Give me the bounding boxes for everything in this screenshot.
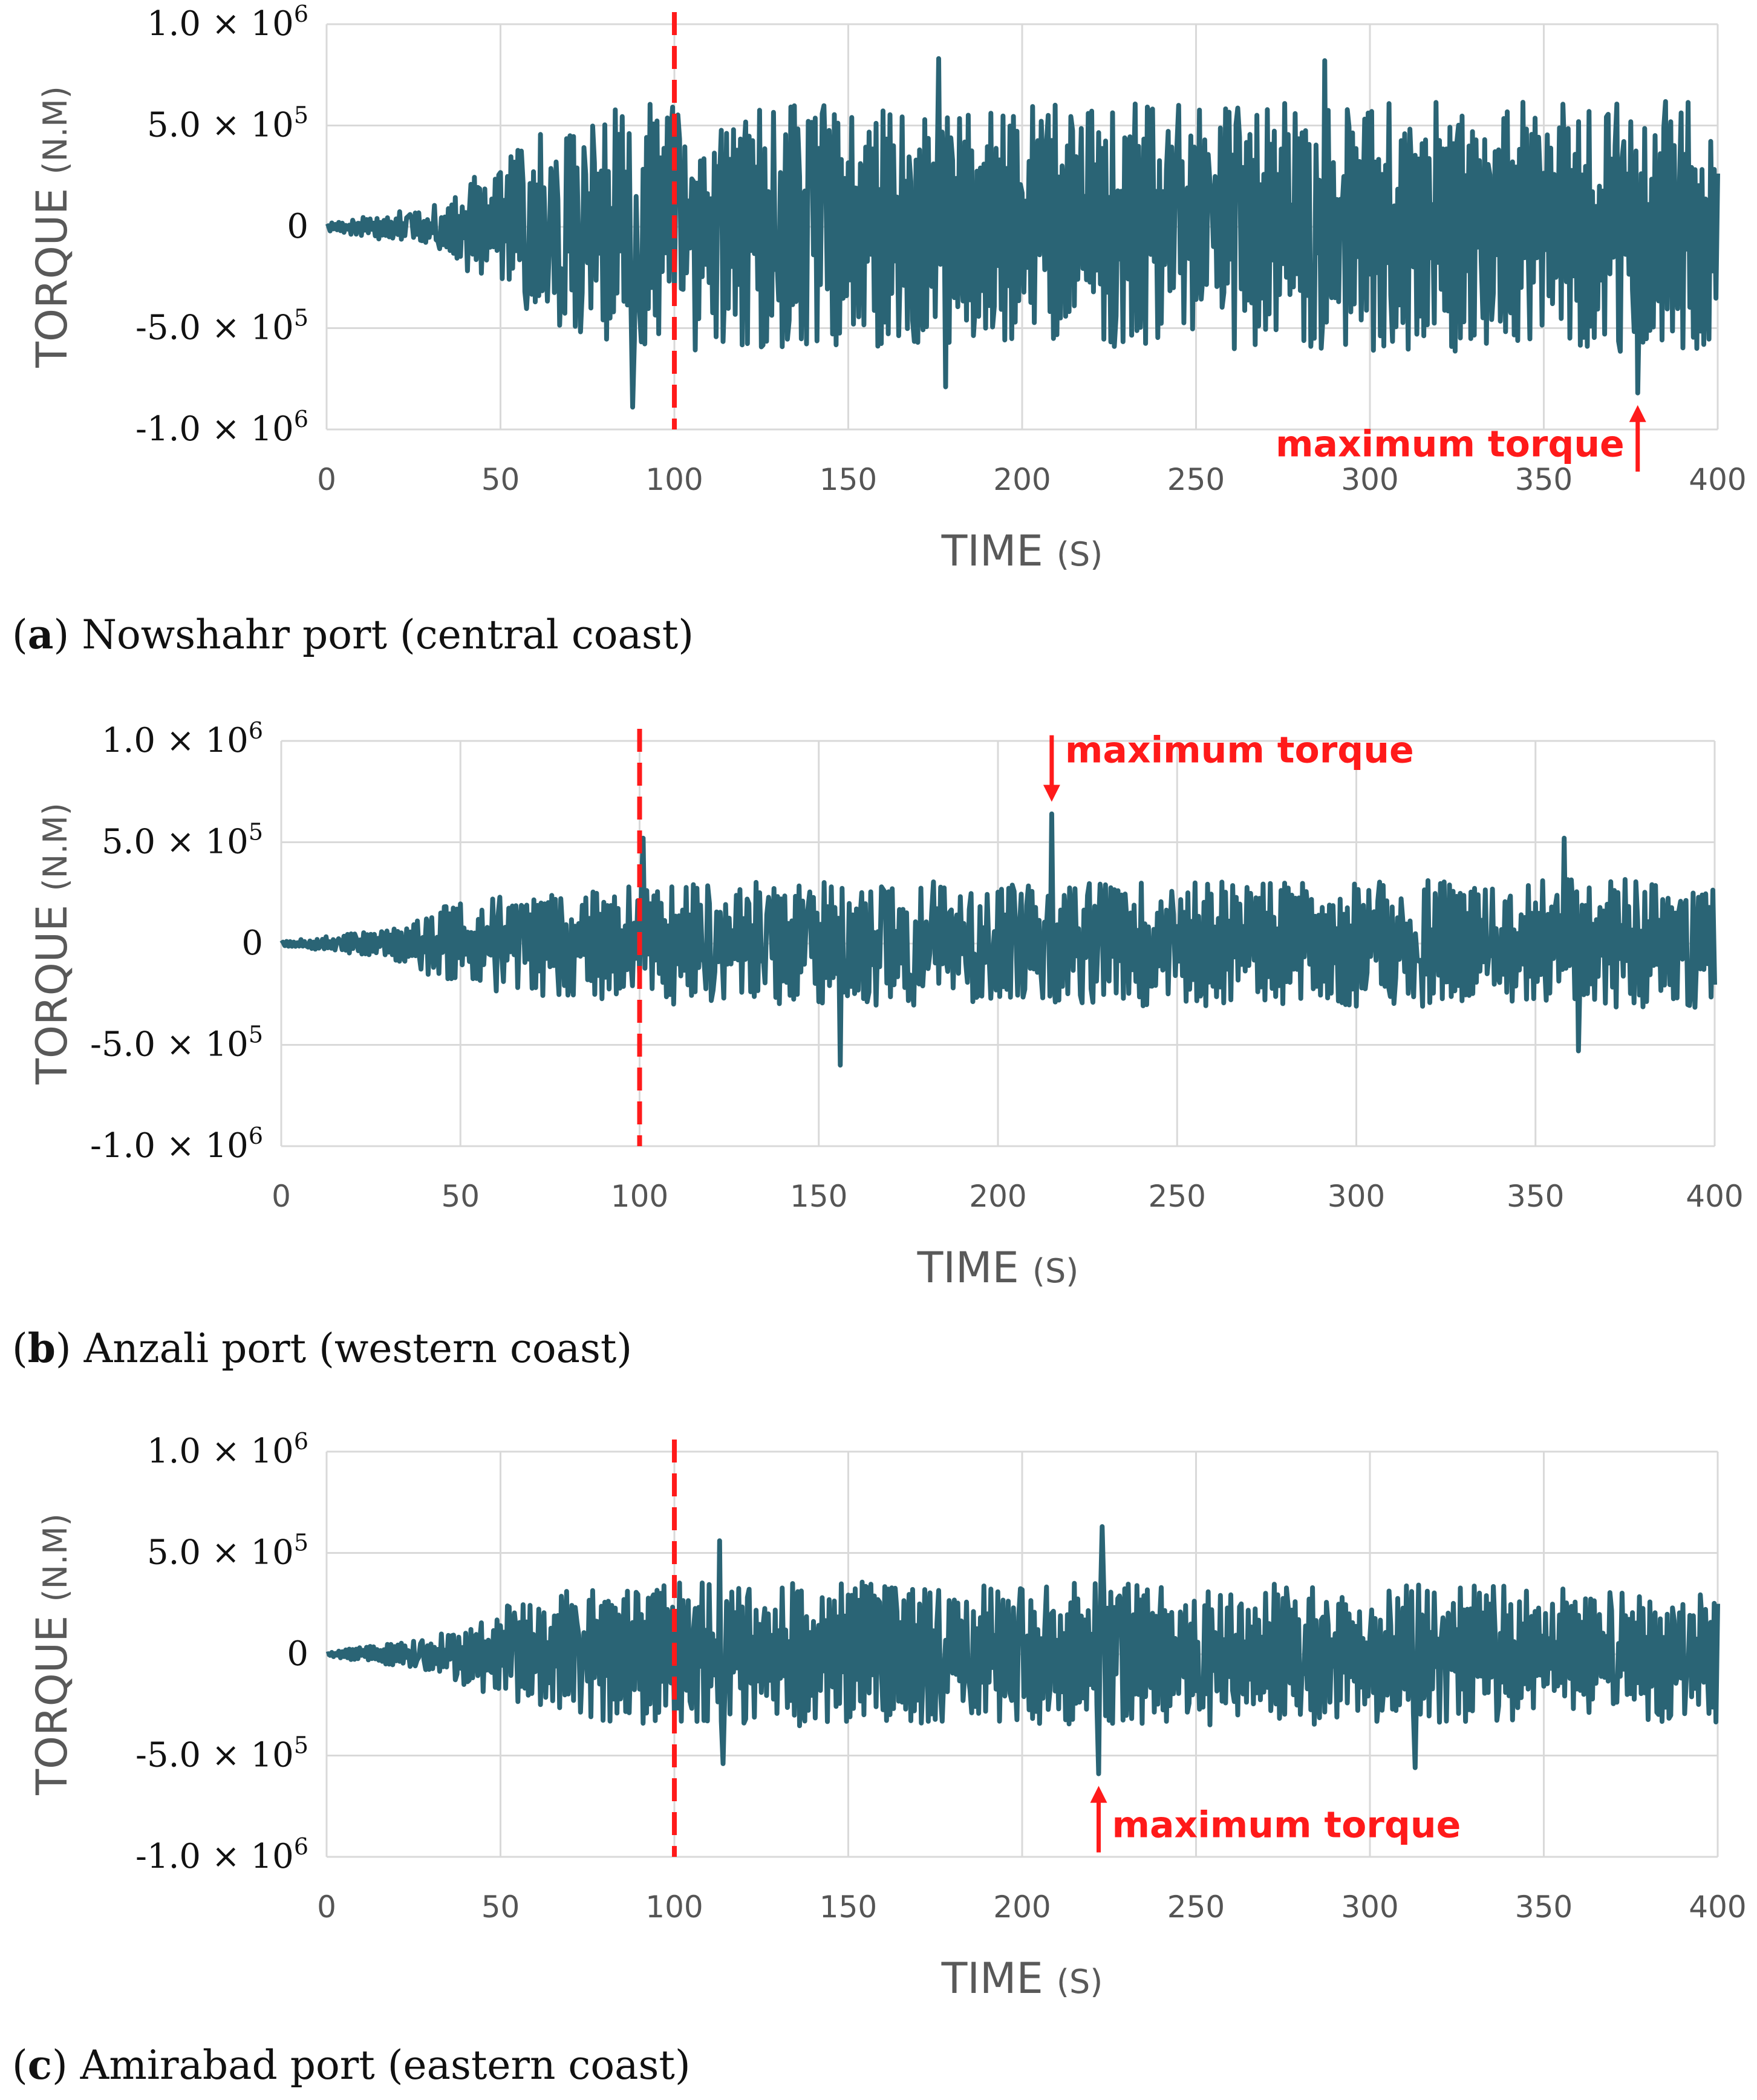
- y-tick-label: -1.0 × 106: [135, 1833, 308, 1876]
- chart-panel-b: 0 50 100 150 200 250 300 350 400 1.0 × 106 5.0 × 1…: [0, 714, 1757, 1391]
- torque-chart-c: 0 50 100 150 200 250 300 350 400 1.0 × 106 5.0 × 1…: [27, 1428, 1747, 2003]
- x-tick-label: 250: [1167, 1890, 1225, 1925]
- x-tick-label: 200: [969, 1179, 1026, 1214]
- x-tick-label: 300: [1341, 462, 1398, 497]
- y-tick-label: 1.0 × 106: [147, 1428, 308, 1471]
- x-tick-label: 100: [645, 1890, 703, 1925]
- caption-label: b: [27, 1325, 56, 1372]
- caption-label: c: [27, 2041, 52, 2089]
- caption-text: Anzali port (western coast): [83, 1325, 633, 1372]
- caption-label: a: [27, 611, 54, 658]
- chart-panel-a: 0 50 100 150 200 250 300 350 400 1.0 × 106 5.0 × 1…: [0, 0, 1757, 665]
- x-tick-label: 200: [993, 1890, 1051, 1925]
- y-tick-label: 0: [287, 1634, 308, 1674]
- annotation-text: maximum torque: [1276, 423, 1625, 466]
- x-tick-label: 0: [317, 1890, 336, 1925]
- x-tick-label: 400: [1686, 1179, 1743, 1214]
- x-tick-label: 250: [1149, 1179, 1206, 1214]
- x-tick-label: 350: [1515, 1890, 1573, 1925]
- caption-b: (b) Anzali port (western coast): [12, 1325, 633, 1372]
- x-tick-label: 300: [1341, 1890, 1398, 1925]
- y-axis-title: TORQUE (N.M): [27, 803, 77, 1085]
- annotation-text: maximum torque: [1112, 1804, 1461, 1847]
- x-tick-label: 300: [1328, 1179, 1385, 1214]
- x-tick-label: 200: [993, 462, 1051, 497]
- torque-series-line: [325, 1524, 1720, 1776]
- x-axis-title: TIME (S): [917, 1243, 1079, 1293]
- torque-chart-a: 0 50 100 150 200 250 300 350 400 1.0 × 106 5.0 × 1…: [27, 1, 1747, 576]
- x-tick-label: 350: [1507, 1179, 1564, 1214]
- x-tick-label: 150: [790, 1179, 847, 1214]
- x-tick-label: 150: [820, 462, 877, 497]
- y-tick-label: -1.0 × 106: [135, 406, 308, 449]
- y-tick-label: 5.0 × 105: [147, 102, 308, 145]
- x-axis-title: TIME (S): [941, 1954, 1103, 2003]
- y-tick-label: -1.0 × 106: [90, 1123, 263, 1166]
- caption-text: Nowshahr port (central coast): [82, 611, 694, 658]
- x-tick-label: 250: [1167, 462, 1225, 497]
- x-tick-label: 150: [820, 1890, 877, 1925]
- chart-panel-c: 0 50 100 150 200 250 300 350 400 1.0 × 106 5.0 × 1…: [0, 1428, 1757, 2100]
- x-axis-title: TIME (S): [941, 526, 1103, 576]
- caption-text: Amirabad port (eastern coast): [80, 2042, 691, 2089]
- y-axis-title: TORQUE (N.M): [27, 86, 77, 368]
- x-tick-label: 0: [317, 462, 336, 497]
- caption-a: (a) Nowshahr port (central coast): [12, 611, 694, 658]
- y-tick-label: 5.0 × 105: [147, 1530, 308, 1573]
- annotation-text: maximum torque: [1065, 729, 1414, 772]
- y-tick-label: 1.0 × 106: [147, 1, 308, 44]
- y-tick-label: 0: [287, 207, 308, 246]
- y-tick-label: 1.0 × 106: [102, 717, 263, 760]
- y-tick-label: -5.0 × 105: [90, 1022, 263, 1065]
- annotation-arrow-head: [1629, 405, 1646, 422]
- torque-series-line: [279, 811, 1717, 1068]
- y-tick-label: 0: [241, 924, 263, 963]
- y-tick-label: 5.0 × 105: [102, 819, 263, 862]
- x-tick-label: 100: [645, 462, 703, 497]
- torque-chart-b: 0 50 100 150 200 250 300 350 400 1.0 × 106 5.0 × 1…: [27, 717, 1744, 1293]
- torque-series-line: [325, 56, 1720, 410]
- x-tick-label: 0: [272, 1179, 291, 1214]
- annotation-arrow-head: [1043, 784, 1060, 802]
- y-tick-label: -5.0 × 105: [135, 1732, 308, 1775]
- x-tick-label: 50: [441, 1179, 480, 1214]
- y-axis-title: TORQUE (N.M): [27, 1513, 77, 1796]
- x-tick-label: 400: [1689, 462, 1746, 497]
- caption-c: (c) Amirabad port (eastern coast): [12, 2041, 691, 2089]
- x-tick-label: 100: [611, 1179, 668, 1214]
- x-tick-label: 400: [1689, 1890, 1746, 1925]
- annotation-arrow-head: [1090, 1785, 1107, 1803]
- x-tick-label: 50: [481, 462, 520, 497]
- y-tick-label: -5.0 × 105: [135, 305, 308, 348]
- x-tick-label: 50: [481, 1890, 520, 1925]
- x-tick-label: 350: [1515, 462, 1573, 497]
